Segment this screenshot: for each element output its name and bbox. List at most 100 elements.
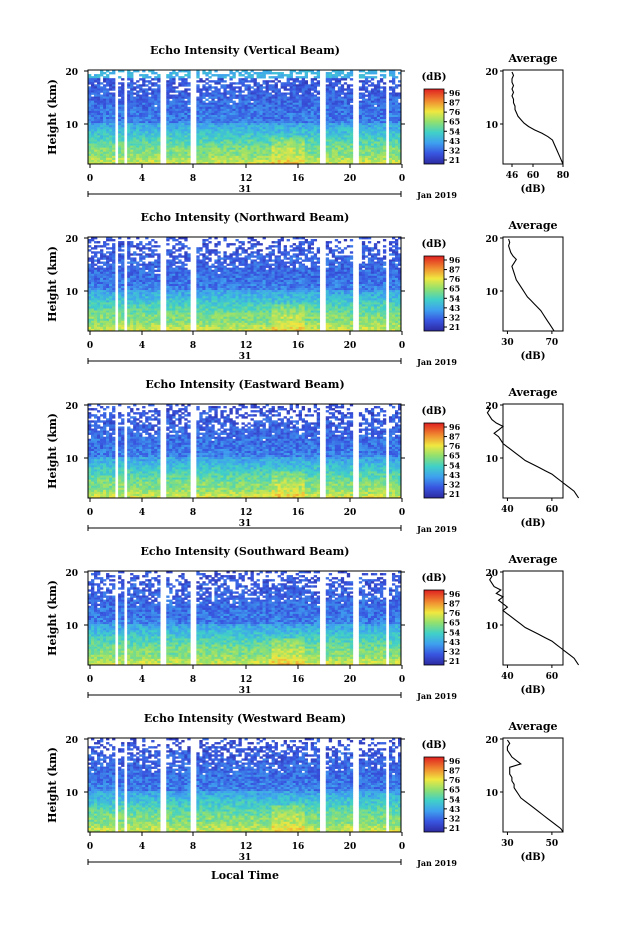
heatmap-cell (178, 117, 182, 120)
heatmap-cell (259, 114, 263, 118)
heatmap-cell (181, 123, 185, 126)
heatmap-cell (196, 141, 200, 144)
heatmap-cell (256, 102, 260, 106)
heatmap-cell (172, 106, 176, 110)
heatmap-cell (268, 84, 272, 87)
heatmap-cell (235, 110, 239, 114)
heatmap-cell (277, 98, 281, 101)
heatmap-cell (145, 237, 149, 240)
heatmap-cell (211, 263, 215, 266)
heatmap-cell (217, 102, 221, 106)
heatmap-cell (391, 241, 396, 244)
heatmap-cell (154, 92, 158, 95)
heatmap-cell (286, 127, 290, 130)
heatmap-cell (205, 82, 209, 85)
heatmap-cell (211, 131, 215, 134)
heatmap-cell (247, 84, 251, 87)
heatmap-cell (286, 155, 290, 159)
heatmap-cell (337, 114, 342, 118)
heatmap-cell (202, 112, 206, 116)
heatmap-cell (97, 257, 101, 260)
heatmap-cell (277, 265, 281, 268)
heatmap-cell (223, 125, 227, 128)
heatmap-cell (166, 251, 170, 254)
heatmap-cell (310, 247, 315, 250)
heatmap-cell (268, 125, 272, 128)
heatmap-cell (340, 100, 345, 103)
heatmap-cell (376, 141, 381, 144)
heatmap-cell (142, 106, 146, 110)
heatmap-cell (259, 253, 263, 256)
heatmap-cell (217, 241, 221, 244)
heatmap-cell (127, 151, 131, 155)
heatmap-cell (250, 255, 254, 258)
heatmap-cell (271, 80, 275, 83)
heatmap-cell (232, 261, 236, 264)
heatmap-cell (208, 86, 212, 89)
heatmap-cell (256, 121, 260, 124)
heatmap-cell (331, 131, 336, 134)
heatmap-cell (307, 106, 312, 110)
heatmap-cell (370, 269, 375, 273)
heatmap-cell (136, 149, 140, 153)
heatmap-cell (154, 106, 158, 110)
heatmap-cell (346, 133, 351, 136)
heatmap-cell (247, 102, 251, 106)
heatmap-cell (196, 76, 200, 79)
y-tick-label: 10 (65, 121, 78, 131)
heatmap-cell (325, 269, 330, 273)
heatmap-cell (241, 145, 245, 148)
heatmap-cell (166, 92, 170, 95)
heatmap-cell (148, 247, 152, 250)
heatmap-cell (130, 117, 134, 120)
heatmap-cell (211, 117, 215, 120)
heatmap-cell (250, 102, 254, 106)
heatmap-cell (139, 96, 143, 99)
heatmap-cell (283, 92, 287, 95)
heatmap-cell (121, 125, 125, 128)
heatmap-cell (388, 72, 393, 75)
heatmap-cell (238, 141, 242, 144)
heatmap-cell (256, 86, 260, 89)
heatmap-cell (214, 253, 218, 256)
heatmap-cell (184, 251, 188, 254)
heatmap-cell (118, 253, 122, 256)
heatmap-cell (265, 125, 269, 128)
heatmap-cell (136, 145, 140, 148)
heatmap-cell (145, 100, 149, 103)
heatmap-cell (202, 135, 206, 138)
heatmap-cell (295, 112, 299, 116)
heatmap-cell (109, 133, 113, 136)
heatmap-cell (325, 149, 330, 153)
heatmap-cell (157, 127, 161, 130)
heatmap-cell (259, 117, 263, 120)
heatmap-cell (310, 104, 315, 108)
heatmap-cell (328, 123, 333, 126)
heatmap-cell (133, 131, 137, 134)
heatmap-cell (220, 94, 224, 97)
heatmap-cell (223, 74, 227, 77)
heatmap-cell (325, 157, 330, 161)
heatmap-cell (298, 251, 302, 254)
heatmap-cell (343, 108, 348, 112)
heatmap-cell (262, 74, 266, 77)
heatmap-cell (148, 117, 152, 120)
heatmap-cell (325, 127, 330, 130)
heatmap-cell (388, 131, 393, 134)
heatmap-cell (184, 127, 188, 130)
heatmap-cell (253, 141, 257, 144)
heatmap-cell (310, 123, 315, 126)
heatmap-cell (358, 269, 363, 273)
heatmap-cell (397, 261, 402, 264)
heatmap-cell (277, 157, 281, 161)
heatmap-cell (382, 133, 387, 136)
heatmap-cell (289, 141, 293, 144)
heatmap-cell (373, 267, 378, 270)
heatmap-cell (289, 72, 293, 75)
heatmap-cell (349, 117, 354, 120)
heatmap-cell (91, 271, 95, 275)
heatmap-cell (304, 133, 308, 136)
heatmap-cell (310, 92, 315, 95)
heatmap-cell (208, 106, 212, 110)
heatmap-cell (283, 267, 287, 270)
